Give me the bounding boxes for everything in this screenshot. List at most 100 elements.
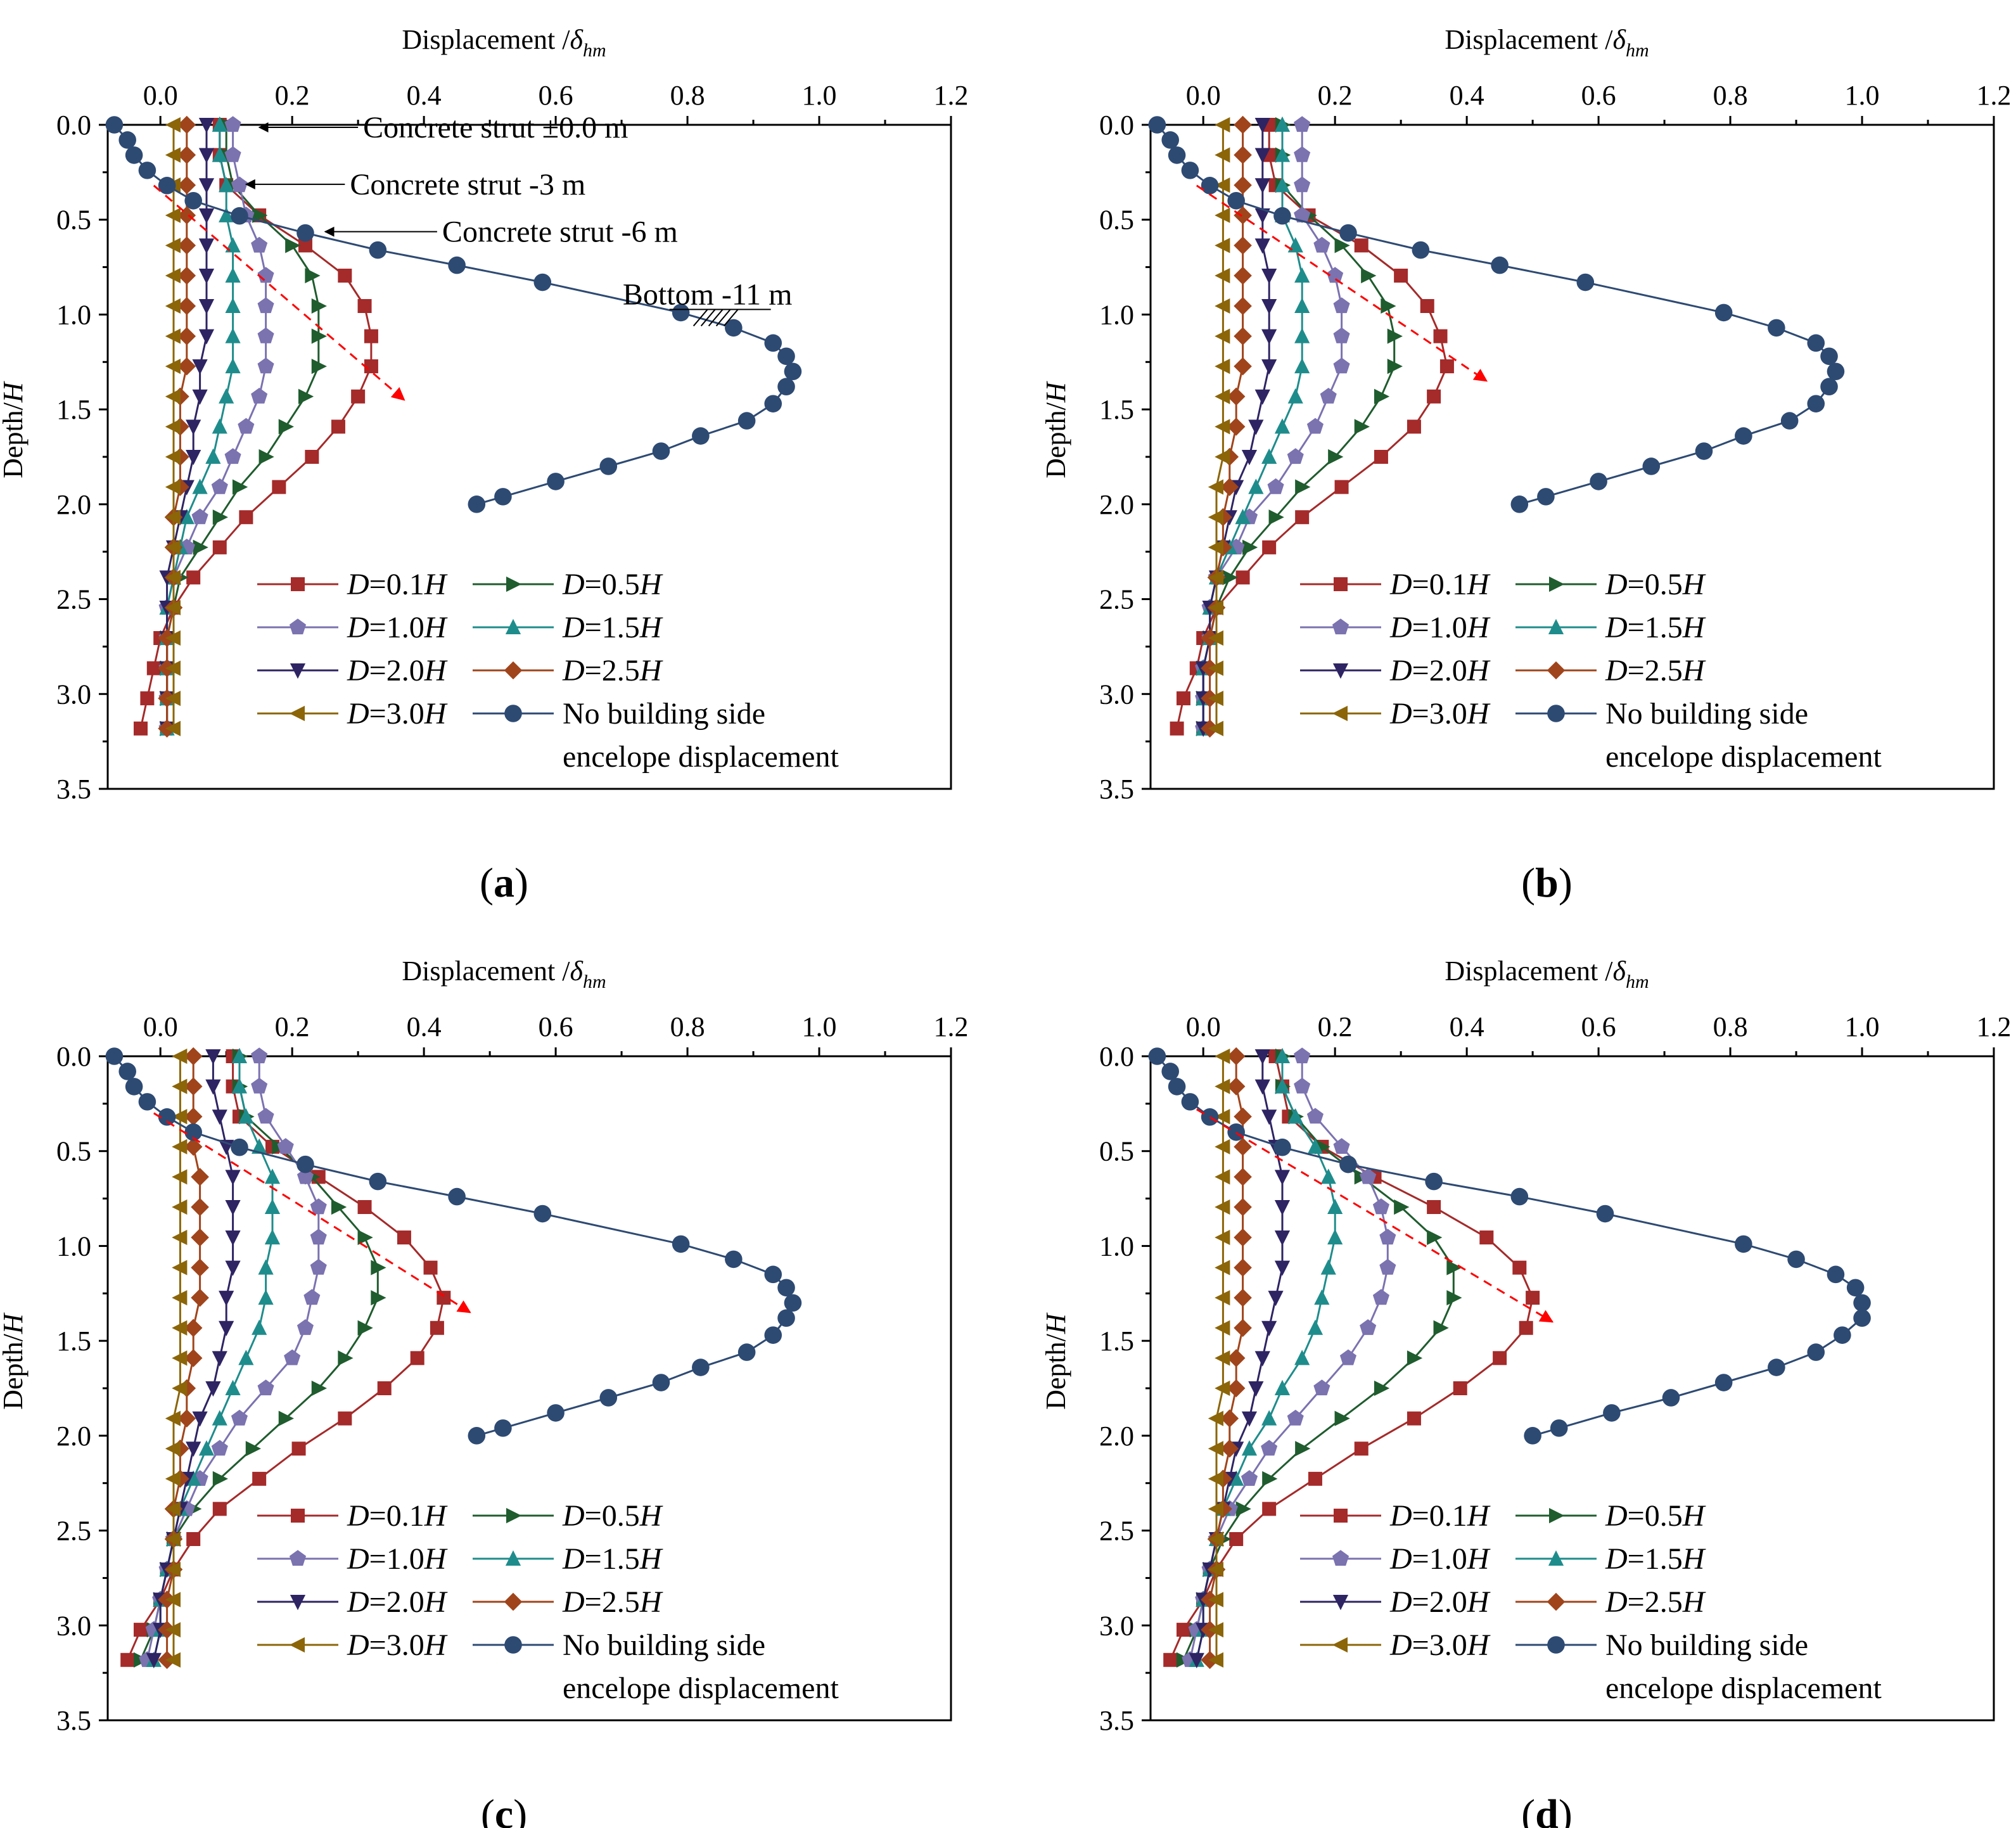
data-point xyxy=(1215,177,1230,193)
data-point xyxy=(212,418,227,434)
data-point xyxy=(364,329,378,343)
data-point xyxy=(1327,1229,1343,1244)
data-point xyxy=(371,1260,386,1275)
data-point xyxy=(1170,721,1184,736)
data-point xyxy=(1208,720,1223,736)
data-point xyxy=(1339,1349,1356,1365)
data-point xyxy=(310,1229,327,1245)
data-point xyxy=(198,298,215,315)
data-point xyxy=(1227,387,1246,406)
data-point xyxy=(1241,1470,1258,1486)
y-tick-label: 0.5 xyxy=(56,1136,91,1167)
legend-label: D=0.5H xyxy=(1605,568,1706,601)
data-point xyxy=(258,1289,274,1305)
data-point xyxy=(1227,418,1246,436)
y-tick-label: 3.0 xyxy=(56,1610,91,1641)
data-point xyxy=(1234,115,1252,134)
data-point xyxy=(225,328,241,343)
data-point xyxy=(198,178,215,194)
data-point xyxy=(1234,1168,1252,1186)
series-no-building-side-encelope-displacement xyxy=(1148,116,1845,513)
data-point xyxy=(172,1320,188,1336)
data-point xyxy=(105,116,124,134)
data-point xyxy=(165,479,181,495)
data-point xyxy=(1176,1623,1190,1637)
data-point xyxy=(1220,1439,1239,1458)
data-point xyxy=(1208,539,1223,555)
data-point xyxy=(165,660,181,676)
data-point xyxy=(225,1170,241,1186)
data-point xyxy=(1234,1258,1252,1277)
data-point xyxy=(533,1205,552,1223)
legend-item: D=1.5H xyxy=(1515,1542,1706,1576)
data-point xyxy=(1320,1259,1336,1275)
y-tick-label: 0.0 xyxy=(56,110,91,141)
data-point xyxy=(1274,1230,1291,1246)
series-d-3-0h xyxy=(1208,1048,1230,1668)
data-point xyxy=(165,1561,181,1578)
data-point xyxy=(1294,328,1310,343)
data-point xyxy=(257,297,274,314)
data-point xyxy=(1168,1078,1186,1096)
data-point xyxy=(1220,478,1239,496)
data-point xyxy=(1181,1093,1199,1111)
y-tick-label: 3.5 xyxy=(1099,1705,1134,1736)
data-point xyxy=(1294,146,1311,162)
legend-item: D=0.1H xyxy=(257,568,448,601)
data-point xyxy=(165,1410,181,1426)
data-point xyxy=(1768,319,1785,337)
data-point xyxy=(224,146,241,162)
data-point xyxy=(1215,1350,1230,1366)
data-point xyxy=(1294,207,1311,222)
data-point xyxy=(1248,419,1264,435)
data-point xyxy=(192,1411,208,1427)
data-point xyxy=(1215,207,1230,223)
legend-marker xyxy=(289,618,307,635)
y-tick-label: 0.0 xyxy=(1099,1041,1134,1072)
x-tick-label: 1.0 xyxy=(1845,1011,1880,1042)
data-point xyxy=(784,362,802,381)
data-point xyxy=(231,1078,248,1094)
legend-label: D=1.5H xyxy=(1605,1542,1706,1576)
data-point xyxy=(1234,1288,1252,1307)
data-point xyxy=(1446,1260,1462,1275)
data-point xyxy=(1313,236,1330,253)
legend-label: encelope displacement xyxy=(1605,1671,1882,1705)
data-point xyxy=(211,478,228,494)
legend-item: D=2.0H xyxy=(1300,654,1491,687)
data-point xyxy=(177,236,196,255)
data-point xyxy=(1446,1290,1462,1306)
data-point xyxy=(1327,1198,1343,1215)
data-point xyxy=(1215,1290,1230,1306)
data-point xyxy=(238,1108,254,1124)
data-point xyxy=(1227,1077,1246,1096)
legend-label: D=0.1H xyxy=(347,568,448,601)
data-point xyxy=(1768,1358,1785,1376)
data-point xyxy=(225,1230,241,1246)
legend-marker xyxy=(290,663,306,679)
legend-item: D=1.0H xyxy=(1300,1542,1491,1576)
x-tick-label: 0.2 xyxy=(1318,1011,1353,1042)
data-point xyxy=(1234,1107,1252,1126)
data-point xyxy=(297,1168,314,1184)
data-point xyxy=(1254,178,1270,194)
data-point xyxy=(1394,269,1408,283)
legend-marker xyxy=(289,705,305,722)
ground-hatch xyxy=(700,309,716,327)
data-point xyxy=(1189,1652,1204,1668)
data-point xyxy=(1262,1502,1277,1516)
legend-label: D=2.0H xyxy=(1389,1585,1491,1619)
y-axis-title: Depth/H xyxy=(0,1312,29,1410)
data-point xyxy=(1537,488,1555,506)
data-point xyxy=(184,1349,203,1367)
legend-item: D=1.5H xyxy=(473,1542,663,1576)
panel-label: (d) xyxy=(1521,1791,1573,1828)
data-point xyxy=(1261,1109,1277,1125)
data-point xyxy=(184,191,202,210)
series-d-2-0h xyxy=(146,1049,241,1668)
data-point xyxy=(468,1427,486,1445)
legend-item: D=3.0H xyxy=(257,1628,448,1662)
chart-panel-d: 0.0 0.2 0.4 0.6 0.8 1.0 1.2 0.0 0.5 1.0 1.5 2.0 2.5 3… xyxy=(1040,956,2012,1828)
data-point xyxy=(1662,1389,1680,1407)
data-point xyxy=(138,1093,156,1111)
